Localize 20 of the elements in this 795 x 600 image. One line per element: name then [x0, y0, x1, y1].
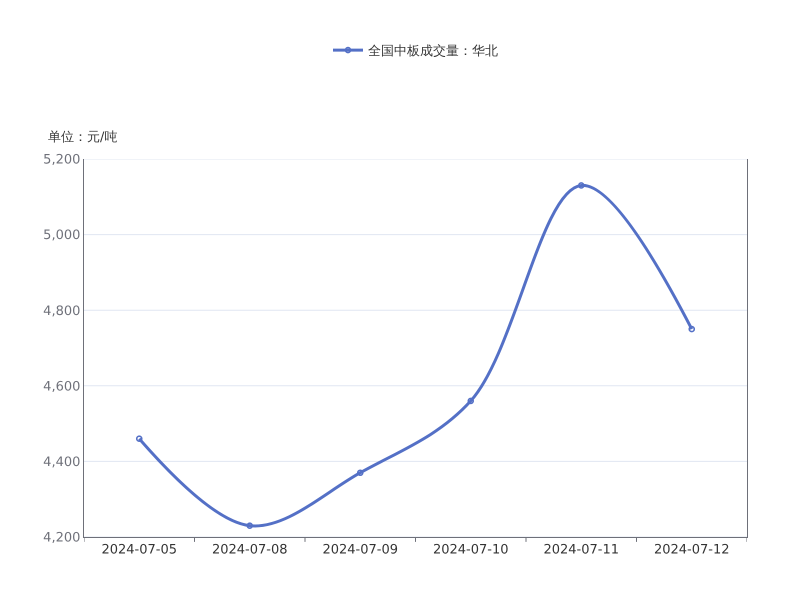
y-tick-label: 4,800	[43, 304, 80, 319]
point	[578, 182, 585, 189]
x-tick-label: 2024-07-11	[543, 542, 620, 558]
point	[467, 398, 474, 404]
x-tick-label: 2024-07-09	[322, 542, 398, 558]
point	[136, 435, 143, 442]
x-tick-label: 2024-07-12	[654, 542, 730, 558]
y-axis-title: 单位：元/吨	[48, 130, 118, 145]
y-tick-label: 5,200	[43, 152, 80, 168]
point	[356, 469, 364, 476]
legend-label: 全国中板成交量：华北	[368, 43, 498, 60]
point	[246, 522, 254, 529]
point	[688, 326, 696, 332]
x-tick-label: 2024-07-05	[101, 542, 178, 558]
y-tick-label: 4,400	[43, 454, 80, 470]
y-tick-label: 4,200	[43, 530, 80, 546]
y-tick-label: 5,000	[43, 228, 80, 244]
x-tick-label: 2024-07-10	[432, 542, 509, 558]
x-tick-label: 2024-07-08	[212, 542, 288, 558]
y-tick-label: 4,600	[43, 379, 80, 394]
